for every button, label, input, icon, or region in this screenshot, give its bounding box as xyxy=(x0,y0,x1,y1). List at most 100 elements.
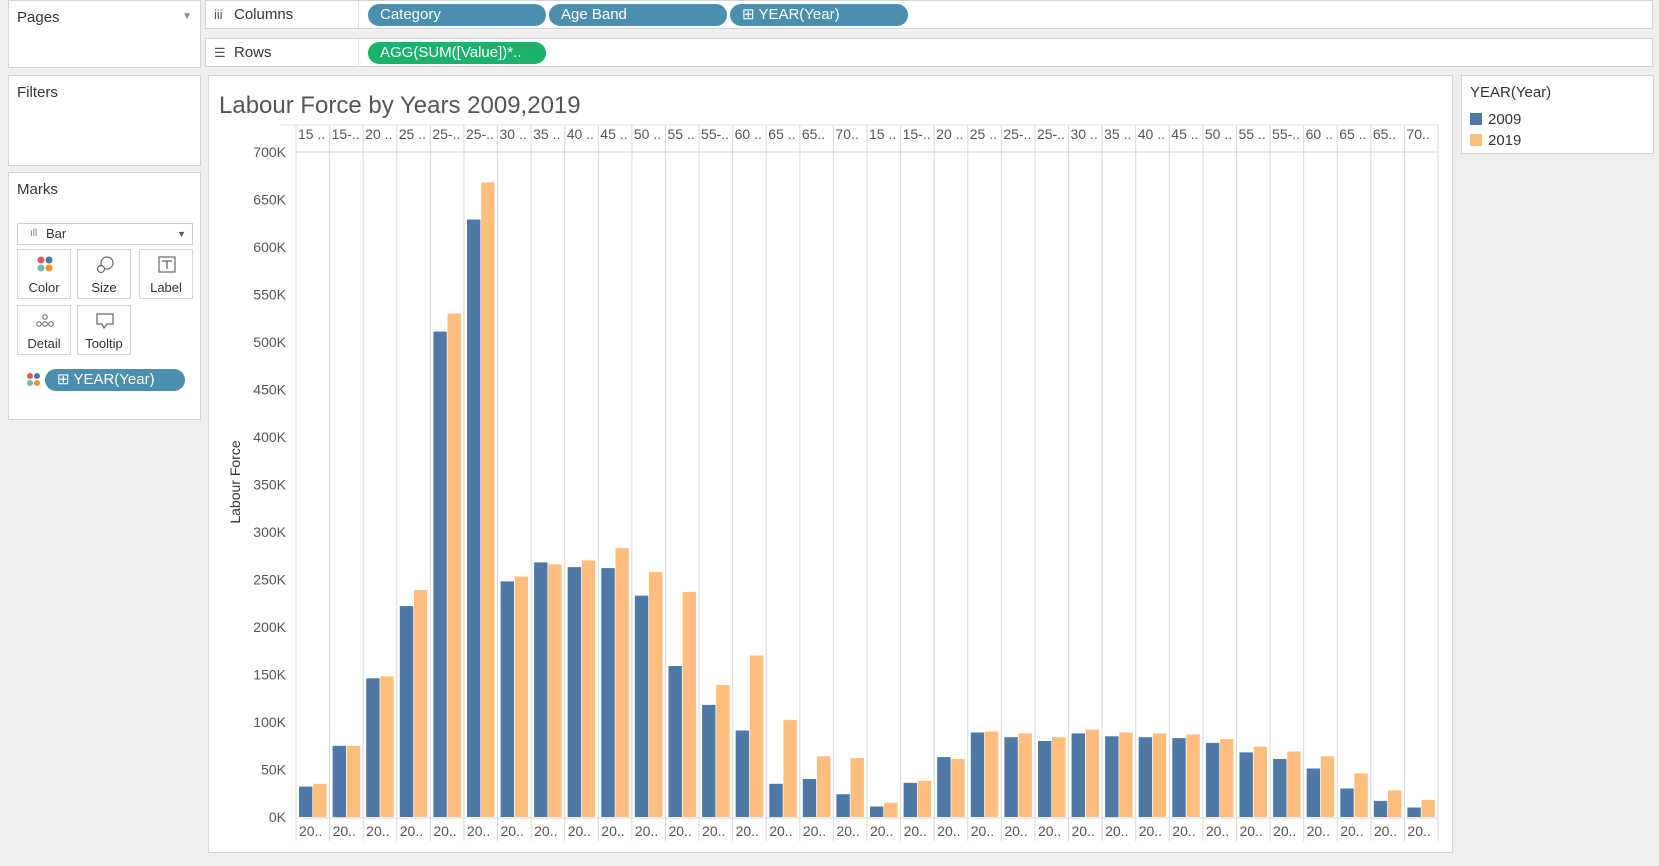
year-sub-label: 20.. xyxy=(1307,823,1330,839)
bar-2009[interactable] xyxy=(1373,800,1388,817)
bar-2019[interactable] xyxy=(413,590,428,817)
bar-2009[interactable] xyxy=(601,568,615,817)
legend-item-2009[interactable]: 2009 xyxy=(1470,111,1521,128)
bar-2019[interactable] xyxy=(783,720,797,817)
pages-collapse-icon[interactable]: ▼ xyxy=(182,11,192,22)
bar-2019[interactable] xyxy=(380,676,394,817)
columns-pill-category[interactable]: Category xyxy=(368,4,546,26)
detail-card[interactable]: Detail xyxy=(17,305,71,355)
bar-2019[interactable] xyxy=(1320,756,1335,817)
bar-2019[interactable] xyxy=(514,576,529,817)
marks-year-pill[interactable]: ⊞ YEAR(Year) xyxy=(45,369,185,391)
bar-2009[interactable] xyxy=(1172,738,1186,817)
bar-2009[interactable] xyxy=(366,678,380,817)
year-sub-label: 20.. xyxy=(1374,823,1397,839)
bar-2009[interactable] xyxy=(1273,759,1287,817)
bar-2009[interactable] xyxy=(1407,807,1421,818)
year-sub-label: 20.. xyxy=(769,823,792,839)
year-sub-label: 20.. xyxy=(1273,823,1296,839)
bar-2019[interactable] xyxy=(850,758,864,817)
marks-panel: Marks ıll Bar ▼ Color Size Label D xyxy=(8,172,201,420)
filters-panel[interactable]: Filters xyxy=(8,75,201,166)
label-card[interactable]: Label xyxy=(139,249,193,299)
category-label: 70.. xyxy=(835,126,858,142)
bar-2019[interactable] xyxy=(1388,790,1402,817)
bar-2009[interactable] xyxy=(500,581,514,817)
y-tick-label: 150K xyxy=(253,667,286,683)
bar-2019[interactable] xyxy=(984,731,999,818)
y-tick-label: 500K xyxy=(253,334,286,350)
columns-shelf[interactable]: iii Columns Category Age Band ⊞ YEAR(Yea… xyxy=(205,0,1653,29)
bar-2019[interactable] xyxy=(749,655,764,818)
bar-2009[interactable] xyxy=(433,331,447,817)
bar-2009[interactable] xyxy=(1004,737,1018,817)
bar-2019[interactable] xyxy=(346,745,361,818)
bar-2019[interactable] xyxy=(1052,737,1066,817)
bar-2019[interactable] xyxy=(1421,799,1435,817)
bar-2009[interactable] xyxy=(1340,788,1354,818)
columns-pill-year[interactable]: ⊞ YEAR(Year) xyxy=(730,4,908,26)
rows-shelf[interactable]: ☰ Rows AGG(SUM([Value])*.. xyxy=(205,38,1653,67)
bar-2019[interactable] xyxy=(615,548,629,817)
bar-2019[interactable] xyxy=(1253,746,1267,817)
bar-2019[interactable] xyxy=(817,756,831,817)
year-sub-label: 20.. xyxy=(400,823,423,839)
bar-2009[interactable] xyxy=(668,666,682,817)
bar-2009[interactable] xyxy=(937,757,951,817)
bar-2009[interactable] xyxy=(1138,737,1153,817)
bar-2009[interactable] xyxy=(836,794,850,817)
bar-2009[interactable] xyxy=(1306,768,1321,818)
bar-2009[interactable] xyxy=(735,730,750,818)
rows-pill-value[interactable]: AGG(SUM([Value])*.. xyxy=(368,42,546,64)
bar-2019[interactable] xyxy=(313,783,327,818)
year-sub-label: 20.. xyxy=(534,823,557,839)
legend-item-2019[interactable]: 2019 xyxy=(1470,132,1521,149)
bar-2019[interactable] xyxy=(1152,733,1167,817)
bar-2019[interactable] xyxy=(1186,734,1200,817)
bar-2019[interactable] xyxy=(548,564,562,817)
bar-2019[interactable] xyxy=(581,560,596,818)
mark-type-dropdown[interactable]: ıll Bar ▼ xyxy=(17,223,193,245)
bar-2019[interactable] xyxy=(447,313,461,818)
bar-2009[interactable] xyxy=(870,806,884,818)
category-label: 55 .. xyxy=(667,126,694,142)
bar-2009[interactable] xyxy=(399,606,414,817)
bar-2009[interactable] xyxy=(1071,733,1085,817)
bar-2009[interactable] xyxy=(802,779,817,817)
bar-2019[interactable] xyxy=(1018,733,1032,817)
bar-2019[interactable] xyxy=(682,591,696,817)
bar-2009[interactable] xyxy=(1205,742,1220,817)
bar-2009[interactable] xyxy=(634,595,649,817)
bar-2019[interactable] xyxy=(649,571,663,817)
tooltip-card[interactable]: Tooltip xyxy=(77,305,131,355)
bar-2019[interactable] xyxy=(884,802,898,818)
bar-2019[interactable] xyxy=(1220,739,1234,817)
bar-2009[interactable] xyxy=(769,783,783,818)
bar-2009[interactable] xyxy=(534,562,548,817)
bar-2009[interactable] xyxy=(903,782,917,817)
bar-2019[interactable] xyxy=(1119,732,1133,818)
year-sub-label: 20.. xyxy=(1105,823,1128,839)
bar-2009[interactable] xyxy=(467,219,481,818)
bar-2009[interactable] xyxy=(1105,736,1119,818)
bar-2019[interactable] xyxy=(716,685,730,817)
category-label: 65.. xyxy=(1373,126,1396,142)
bar-2009[interactable] xyxy=(702,704,716,817)
bar-2009[interactable] xyxy=(1239,752,1253,817)
columns-pill-age-band[interactable]: Age Band xyxy=(549,4,727,26)
bar-2019[interactable] xyxy=(1287,751,1301,818)
bar-2009[interactable] xyxy=(299,786,313,817)
size-card[interactable]: Size xyxy=(77,249,131,299)
bar-2019[interactable] xyxy=(917,780,932,817)
bar-2019[interactable] xyxy=(1085,729,1100,817)
bar-2009[interactable] xyxy=(970,732,985,818)
bar-2019[interactable] xyxy=(951,759,965,817)
bar-2009[interactable] xyxy=(567,567,582,817)
category-label: 50 .. xyxy=(634,126,661,142)
bar-2019[interactable] xyxy=(1354,773,1368,817)
bar-2019[interactable] xyxy=(481,182,495,817)
bar-2009[interactable] xyxy=(332,745,346,818)
bar-2009[interactable] xyxy=(1038,741,1052,817)
color-card[interactable]: Color xyxy=(17,249,71,299)
year-sub-label: 20.. xyxy=(1038,823,1061,839)
